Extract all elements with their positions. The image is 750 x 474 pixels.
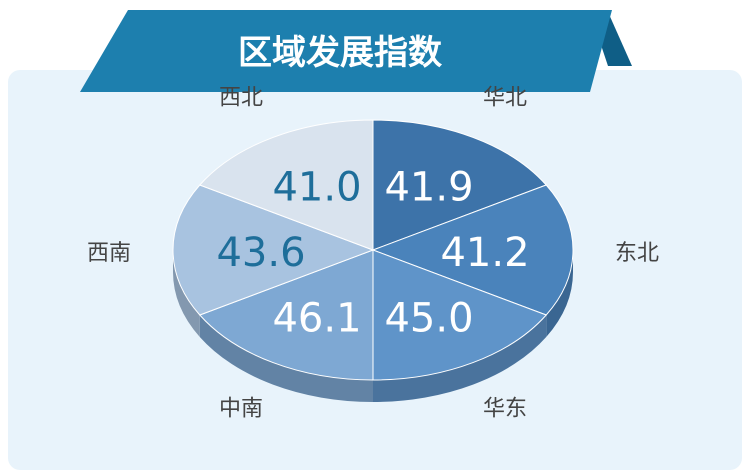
pie-value-label-0: 41.9 [384, 165, 473, 211]
chart-title: 区域发展指数 [238, 33, 442, 73]
pie-value-label-1: 41.2 [440, 230, 529, 276]
pie-category-label-2: 华东 [483, 396, 527, 421]
pie-slice-4 [172, 184, 375, 316]
pie-category-label-3: 中南 [219, 396, 263, 421]
pie-value-label-3: 46.1 [272, 295, 361, 341]
pie-side-4 [173, 250, 200, 337]
pie-slice-0 [372, 119, 548, 251]
pie-sides [173, 250, 573, 402]
pie-value-label-5: 41.0 [272, 165, 361, 211]
pie-slice-2 [372, 249, 548, 381]
pie-value-labels: 41.9 41.2 45.0 46.1 43.6 41.0 [216, 165, 529, 342]
pie-slice-3 [198, 249, 374, 381]
pie-category-label-4: 西南 [87, 241, 131, 266]
pie-category-label-0: 华北 [483, 86, 527, 111]
pie-value-label-2: 45.0 [384, 295, 473, 341]
pie-top [172, 119, 574, 381]
title-banner [80, 10, 612, 92]
pie-slice-5 [198, 119, 374, 251]
pie-category-label-5: 西北 [219, 86, 263, 111]
pie-slice-1 [371, 184, 574, 316]
pie-side-1 [546, 250, 573, 337]
pie-side-3 [199, 315, 373, 402]
pie-side-2 [373, 315, 547, 402]
pie-value-label-4: 43.6 [216, 230, 305, 276]
pie-category-label-1: 东北 [615, 241, 659, 266]
